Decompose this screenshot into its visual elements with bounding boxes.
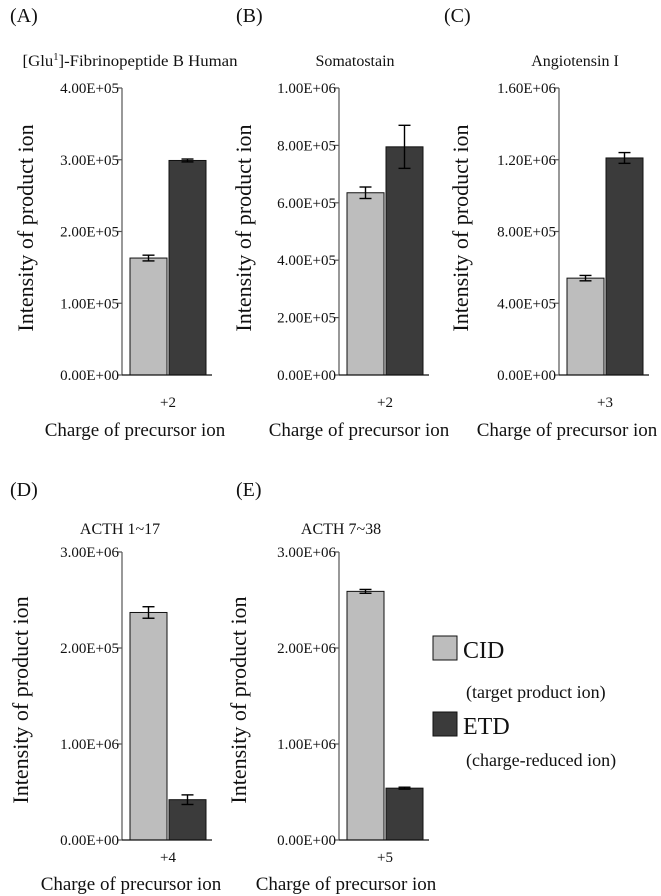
y-axis-label: Intensity of product ion	[13, 124, 38, 331]
bar-etd	[168, 799, 207, 841]
y-axis-label: Intensity of product ion	[231, 124, 256, 331]
x-axis-label: Charge of precursor ion	[269, 420, 450, 441]
y-tick-label: 4.00E+05	[277, 253, 336, 269]
y-tick-label: 4.00E+05	[60, 81, 119, 97]
bar-etd	[385, 787, 424, 841]
error-bar-cid	[359, 588, 372, 594]
y-tick-label: 6.00E+05	[277, 196, 336, 212]
panel-title: ACTH 7~38	[301, 521, 381, 538]
legend-swatch-cid	[432, 635, 458, 661]
y-tick-label: 2.00E+05	[60, 641, 119, 657]
chart-panel: (B) Somatostain 0.00E+00 2.00E+05 4.00E+05 6.…	[231, 5, 450, 441]
bar-etd	[168, 159, 207, 376]
panel-letter: (E)	[236, 479, 262, 501]
y-tick-label: 0.00E+00	[60, 368, 119, 384]
x-axis-label: Charge of precursor ion	[256, 874, 437, 895]
legend-swatch-etd	[432, 711, 458, 737]
y-tick-label: 3.00E+06	[277, 545, 336, 561]
y-axis-label: Intensity of product ion	[448, 124, 473, 331]
panel-letter: (D)	[10, 479, 38, 501]
panel-title: Somatostain	[315, 53, 394, 70]
bar-cid	[346, 192, 385, 376]
error-bar-etd	[398, 124, 411, 170]
panel-letter: (B)	[236, 5, 263, 27]
y-tick-label: 1.00E+05	[60, 296, 119, 312]
x-category-label: +2	[160, 395, 176, 411]
legend-sub-etd: (charge-reduced ion)	[466, 750, 616, 771]
panel-title: Angiotensin I	[531, 53, 619, 70]
error-bar-cid	[359, 186, 372, 200]
legend-label-cid: CID	[463, 638, 504, 664]
error-bar-cid	[142, 606, 155, 619]
bar-cid	[566, 277, 605, 376]
panel-letter: (A)	[10, 5, 38, 27]
bar-cid	[346, 590, 385, 841]
y-tick-label: 8.00E+05	[497, 225, 556, 241]
y-tick-label: 0.00E+00	[60, 833, 119, 849]
chart-panels: (A) [Glu1]-Fibrinopeptide B Human 0.00E+00…	[8, 5, 658, 895]
error-bar-etd	[181, 794, 194, 806]
y-tick-label: 3.00E+06	[60, 545, 119, 561]
y-tick-label: 0.00E+00	[277, 368, 336, 384]
chart-panel: (C) Angiotensin I 0.00E+00 4.00E+05 8.00E+05…	[444, 5, 658, 441]
y-tick-label: 1.20E+06	[497, 153, 556, 169]
y-tick-label: 1.00E+06	[277, 737, 336, 753]
error-bar-etd	[398, 786, 411, 790]
legend-label-etd: ETD	[463, 714, 510, 740]
x-axis-label: Charge of precursor ion	[41, 874, 222, 895]
panel-letter: (C)	[444, 5, 471, 27]
y-tick-label: 0.00E+00	[497, 368, 556, 384]
x-category-label: +4	[160, 850, 176, 866]
x-axis-label: Charge of precursor ion	[477, 420, 658, 441]
y-tick-label: 2.00E+05	[277, 311, 336, 327]
bar-cid	[129, 257, 168, 376]
y-tick-label: 0.00E+00	[277, 833, 336, 849]
y-tick-label: 8.00E+05	[277, 138, 336, 154]
x-category-label: +5	[377, 850, 393, 866]
chart-panel: (E) ACTH 7~38 0.00E+00 1.00E+06 2.00E+06 3.00…	[226, 479, 437, 895]
y-tick-label: 1.60E+06	[497, 81, 556, 97]
y-tick-label: 4.00E+05	[497, 296, 556, 312]
bar-etd	[385, 146, 424, 376]
y-tick-label: 3.00E+05	[60, 153, 119, 169]
bar-cid	[129, 611, 168, 841]
chart-panel: (D) ACTH 1~17 0.00E+00 1.00E+06 2.00E+05 3.00…	[8, 479, 222, 895]
legend: CID (target product ion) ETD (charge-red…	[432, 635, 616, 771]
bar-etd	[605, 157, 644, 376]
y-tick-label: 2.00E+06	[277, 641, 336, 657]
x-category-label: +3	[597, 395, 613, 411]
y-tick-label: 1.00E+06	[277, 81, 336, 97]
y-axis-label: Intensity of product ion	[226, 596, 251, 803]
error-bar-cid	[579, 274, 592, 282]
chart-panel: (A) [Glu1]-Fibrinopeptide B Human 0.00E+00…	[10, 5, 238, 441]
x-axis-label: Charge of precursor ion	[45, 420, 226, 441]
y-tick-label: 1.00E+06	[60, 737, 119, 753]
panel-title: ACTH 1~17	[80, 521, 160, 538]
error-bar-etd	[618, 151, 631, 165]
y-axis-label: Intensity of product ion	[8, 596, 33, 803]
error-bar-etd	[181, 158, 194, 163]
x-category-label: +2	[377, 395, 393, 411]
y-tick-label: 2.00E+05	[60, 225, 119, 241]
legend-sub-cid: (target product ion)	[466, 682, 606, 703]
panel-title: [Glu1]-Fibrinopeptide B Human	[23, 52, 238, 70]
error-bar-cid	[142, 254, 155, 262]
